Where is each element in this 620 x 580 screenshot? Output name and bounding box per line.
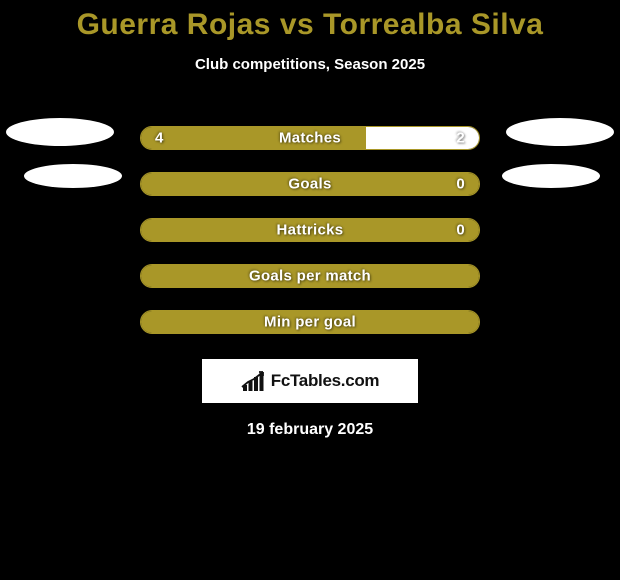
date-text: 19 february 2025 xyxy=(0,421,620,439)
stat-value-right: 0 xyxy=(456,176,465,193)
stat-label: Matches xyxy=(279,130,341,147)
stat-label: Min per goal xyxy=(264,314,356,331)
comparison-row: Min per goal xyxy=(0,299,620,345)
stat-value-right: 0 xyxy=(456,222,465,239)
player-ellipse-right xyxy=(506,118,614,146)
player-ellipse-right xyxy=(502,164,600,188)
player-ellipse-left xyxy=(24,164,122,188)
comparison-row: Goals 0 xyxy=(0,161,620,207)
stat-label: Hattricks xyxy=(277,222,344,239)
comparison-row: Matches 4 2 xyxy=(0,115,620,161)
stat-label: Goals per match xyxy=(249,268,371,285)
comparison-rows: Matches 4 2 Goals 0 Hattricks 0 Goals per match… xyxy=(0,115,620,345)
bar-track: Min per goal xyxy=(140,310,480,334)
player-ellipse-left xyxy=(6,118,114,146)
comparison-row: Hattricks 0 xyxy=(0,207,620,253)
stat-label: Goals xyxy=(288,176,331,193)
logo-text: FcTables.com xyxy=(271,371,380,391)
subtitle: Club competitions, Season 2025 xyxy=(0,56,620,73)
bar-chart-icon xyxy=(241,371,265,391)
stat-value-left: 4 xyxy=(155,130,164,147)
bar-track: Goals per match xyxy=(140,264,480,288)
bar-track: Matches 4 2 xyxy=(140,126,480,150)
page-title: Guerra Rojas vs Torrealba Silva xyxy=(0,0,620,42)
stat-value-right: 2 xyxy=(456,130,465,147)
logo-box: FcTables.com xyxy=(202,359,418,403)
bar-track: Goals 0 xyxy=(140,172,480,196)
bar-track: Hattricks 0 xyxy=(140,218,480,242)
comparison-row: Goals per match xyxy=(0,253,620,299)
